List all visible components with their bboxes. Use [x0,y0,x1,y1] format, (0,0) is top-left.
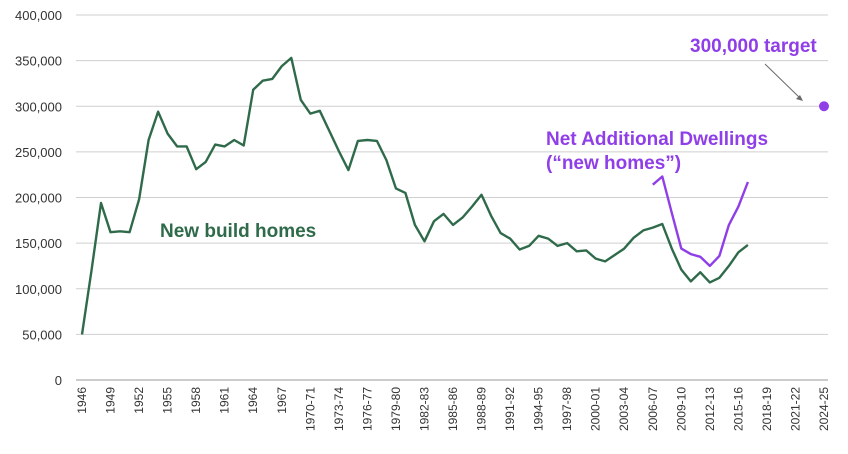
y-tick-label: 400,000 [15,8,62,23]
y-tick-label: 250,000 [15,145,62,160]
y-tick-label: 100,000 [15,282,62,297]
x-tick-label: 1955 [161,387,175,414]
x-tick-label: 1952 [132,387,146,414]
target-arrow-line [764,63,802,100]
x-axis-ticks: 1946 1949 1952 1955 1958 1961 1964 1967 1970-71 1… [75,387,831,431]
x-tick-label: 1958 [189,387,203,414]
net-dwellings-label-line2: (“new homes”) [546,153,681,174]
x-tick-label: 1997-98 [560,387,574,431]
x-tick-label: 1976-77 [360,387,374,431]
x-tick-label: 1949 [104,387,118,414]
net-dwellings-label-line1: Net Additional Dwellings [546,129,768,150]
x-tick-label: 1982-83 [417,387,431,431]
net-dwellings-series-line [652,175,750,268]
y-tick-label: 50,000 [22,327,62,342]
x-tick-label: 1988-89 [475,387,489,431]
x-tick-label: 1961 [218,387,232,414]
new-build-series-line [80,56,749,335]
y-tick-label: 350,000 [15,54,62,69]
x-tick-label: 1973-74 [332,387,346,431]
x-tick-label: 2009-10 [674,387,688,431]
x-tick-label: 1994-95 [532,387,546,431]
series-lines [80,56,829,335]
x-tick-label: 2024-25 [817,387,831,431]
x-tick-label: 2015-16 [731,387,745,431]
new-build-label: New build homes [160,221,316,242]
annotations: New build homes Net Additional Dwellings… [160,36,817,242]
x-tick-label: 2021-22 [788,387,802,431]
x-tick-label: 1946 [75,387,89,414]
y-tick-label: 200,000 [15,191,62,206]
x-tick-label: 2012-13 [703,387,717,431]
x-tick-label: 1979-80 [389,387,403,431]
x-tick-label: 1964 [246,387,260,414]
y-tick-label: 300,000 [15,99,62,114]
x-tick-label: 2006-07 [646,387,660,431]
target-arrow-head [796,95,803,101]
target-label: 300,000 target [690,36,817,57]
x-tick-label: 2018-19 [760,387,774,431]
x-tick-label: 1970-71 [303,387,317,431]
y-tick-label: 150,000 [15,236,62,251]
x-tick-label: 1991-92 [503,387,517,431]
x-tick-label: 1985-86 [446,387,460,431]
x-tick-label: 2000-01 [589,387,603,431]
gridlines [76,14,828,381]
target-point [819,101,829,112]
x-tick-label: 2003-04 [617,387,631,431]
y-tick-label: 0 [55,373,62,388]
x-tick-label: 1967 [275,387,289,414]
y-axis-ticks: 0 50,000 100,000 150,000 200,000 250,000 300,0… [15,8,62,388]
